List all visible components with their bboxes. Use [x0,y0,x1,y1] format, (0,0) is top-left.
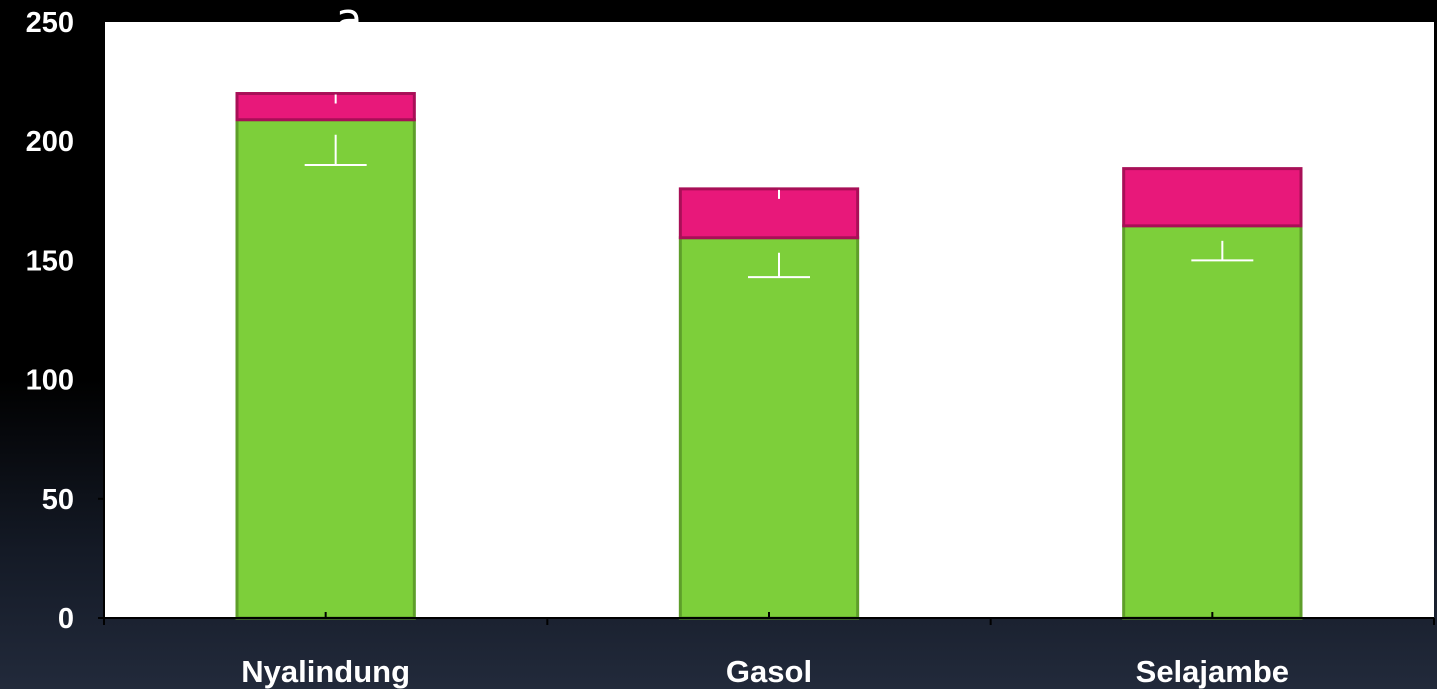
x-axis-ticks: Nyalindung Gasol Selajambe [103,612,1435,689]
annotation-a: a [336,0,363,45]
bar-segment [1122,167,1303,228]
category-label: Nyalindung [241,654,410,689]
y-tick-label: 200 [26,126,74,158]
bar-segment [678,187,860,240]
y-tick-label: 0 [58,603,74,635]
y-tick-label: 250 [26,7,74,39]
bar-segment [235,92,416,122]
y-tick-label: 50 [42,484,74,516]
bar-segment [1122,224,1303,620]
bars-layer [235,92,1303,620]
y-axis-ticks: 0 50 100 150 200 250 [26,7,104,635]
category-label: Gasol [726,654,812,689]
error-bars-layer [304,94,1254,279]
bar-segment [678,236,860,620]
category-label: Selajambe [1136,654,1289,689]
bar-segment [235,118,416,620]
y-tick-label: 100 [26,365,74,397]
y-tick-label: 150 [26,245,74,277]
